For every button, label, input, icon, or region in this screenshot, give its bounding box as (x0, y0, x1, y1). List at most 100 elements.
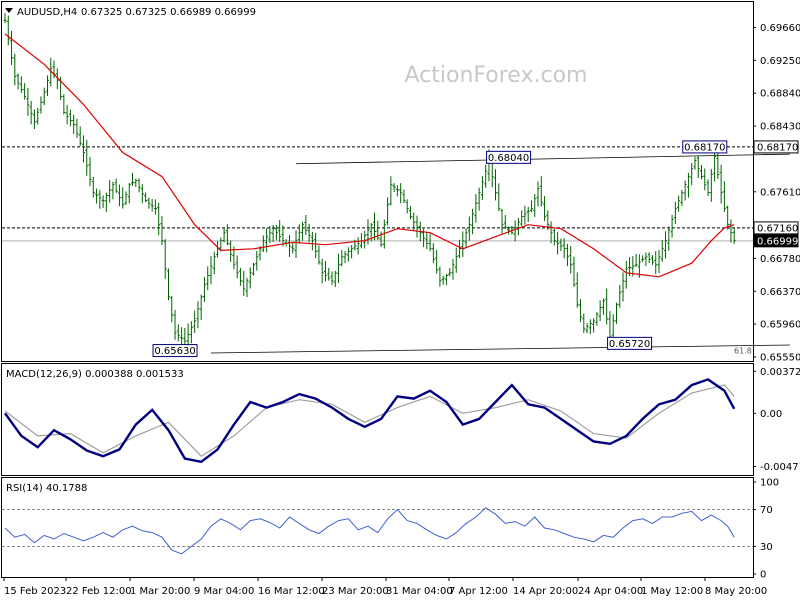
price-axis-label: 0.67610 (760, 187, 800, 198)
time-axis-label: 7 Apr 12:00 (449, 586, 508, 597)
price-bar (291, 242, 295, 254)
price-bar (46, 75, 50, 97)
price-bar (225, 223, 229, 246)
price-bar (464, 228, 468, 248)
price-bar (582, 313, 586, 333)
macd-signal-line (4, 384, 735, 457)
price-bar (618, 284, 622, 308)
price-bar (209, 256, 213, 285)
price-bar (585, 323, 589, 334)
price-bar (78, 126, 82, 147)
price-bar (196, 301, 200, 329)
price-bar (719, 164, 723, 204)
price-bar (238, 267, 242, 286)
price-bar (153, 199, 157, 215)
price-bar (559, 238, 563, 252)
price-bar (36, 107, 40, 125)
macd-axis-label: 0.00 (760, 409, 782, 420)
price-bar (677, 195, 681, 212)
macd-axis-label: 0.003722 (760, 367, 800, 378)
price-bar (176, 324, 180, 342)
fib-label: 61.8 (734, 347, 752, 356)
price-bar (170, 295, 174, 323)
price-bar (81, 135, 85, 163)
macd-pane-frame (1, 363, 754, 476)
price-bar (435, 249, 439, 274)
price-bar (173, 309, 177, 340)
price-bar (706, 179, 710, 197)
price-bar (111, 181, 115, 200)
price-bar (448, 268, 452, 277)
price-bar (229, 240, 233, 263)
price-bar (454, 247, 458, 273)
price-bar (101, 195, 105, 208)
price-bar (180, 327, 184, 347)
price-bar (62, 94, 66, 115)
price-bar (709, 169, 713, 202)
price-bar (690, 163, 694, 186)
price-bar (337, 253, 341, 283)
price-bar (461, 231, 465, 258)
price-bar (189, 321, 193, 344)
price-bar (314, 232, 318, 259)
rsi-axis-label: 100 (760, 478, 779, 489)
level-price-tag-label: 0.67160 (757, 223, 798, 234)
price-bar (16, 73, 20, 90)
price-bar (307, 223, 311, 243)
price-bar (529, 200, 533, 213)
price-bar (19, 76, 23, 93)
price-bar (523, 205, 527, 225)
price-bar (543, 196, 547, 222)
symbol-dropdown-icon[interactable] (5, 8, 13, 13)
price-bar (686, 172, 690, 198)
price-bar (327, 267, 331, 281)
price-bar (98, 189, 102, 209)
time-axis-label: 24 Apr 04:00 (578, 586, 643, 597)
price-bar (134, 178, 138, 187)
price-bar (624, 260, 628, 289)
price-bar (552, 228, 556, 246)
price-bar (163, 239, 167, 279)
time-axis-label: 31 Mar 04:00 (386, 586, 453, 597)
price-bar (726, 205, 730, 230)
price-bar (202, 276, 206, 302)
price-bar (716, 149, 720, 179)
price-bar (108, 179, 112, 203)
price-bar (212, 251, 216, 275)
price-bar (598, 300, 602, 321)
price-annotation-label: 0.65630 (154, 346, 195, 357)
moving-average-line (4, 33, 735, 278)
price-bar (140, 184, 144, 204)
price-bar (533, 193, 537, 217)
price-bar (722, 181, 726, 213)
price-bar (127, 182, 131, 204)
price-bar (297, 224, 301, 244)
price-bar (206, 266, 210, 291)
price-bar (117, 184, 121, 207)
level-price-tag-label: 0.66999 (757, 236, 798, 247)
price-bar (274, 224, 278, 241)
price-bar (72, 114, 76, 135)
price-axis-label: 0.66370 (760, 287, 800, 298)
price-bar (660, 240, 664, 262)
macd-line (4, 378, 736, 464)
price-bar (703, 168, 707, 191)
price-bar (10, 30, 14, 65)
price-axis-label: 0.66780 (760, 254, 800, 265)
price-bar (3, 13, 7, 23)
price-bar (124, 191, 128, 206)
price-bar (340, 249, 344, 267)
price-bar (157, 202, 161, 236)
time-axis-label: 14 Apr 20:00 (513, 586, 578, 597)
price-bar (673, 201, 677, 224)
rsi-pane-frame (1, 477, 754, 578)
price-bar (467, 216, 471, 241)
price-bar (219, 237, 223, 252)
price-bar (323, 261, 327, 282)
price-bar (350, 245, 354, 259)
price-annotation-box (682, 140, 728, 154)
price-bar (425, 231, 429, 250)
price-bar (104, 192, 108, 213)
price-bar (346, 247, 350, 262)
price-bar (494, 169, 497, 201)
